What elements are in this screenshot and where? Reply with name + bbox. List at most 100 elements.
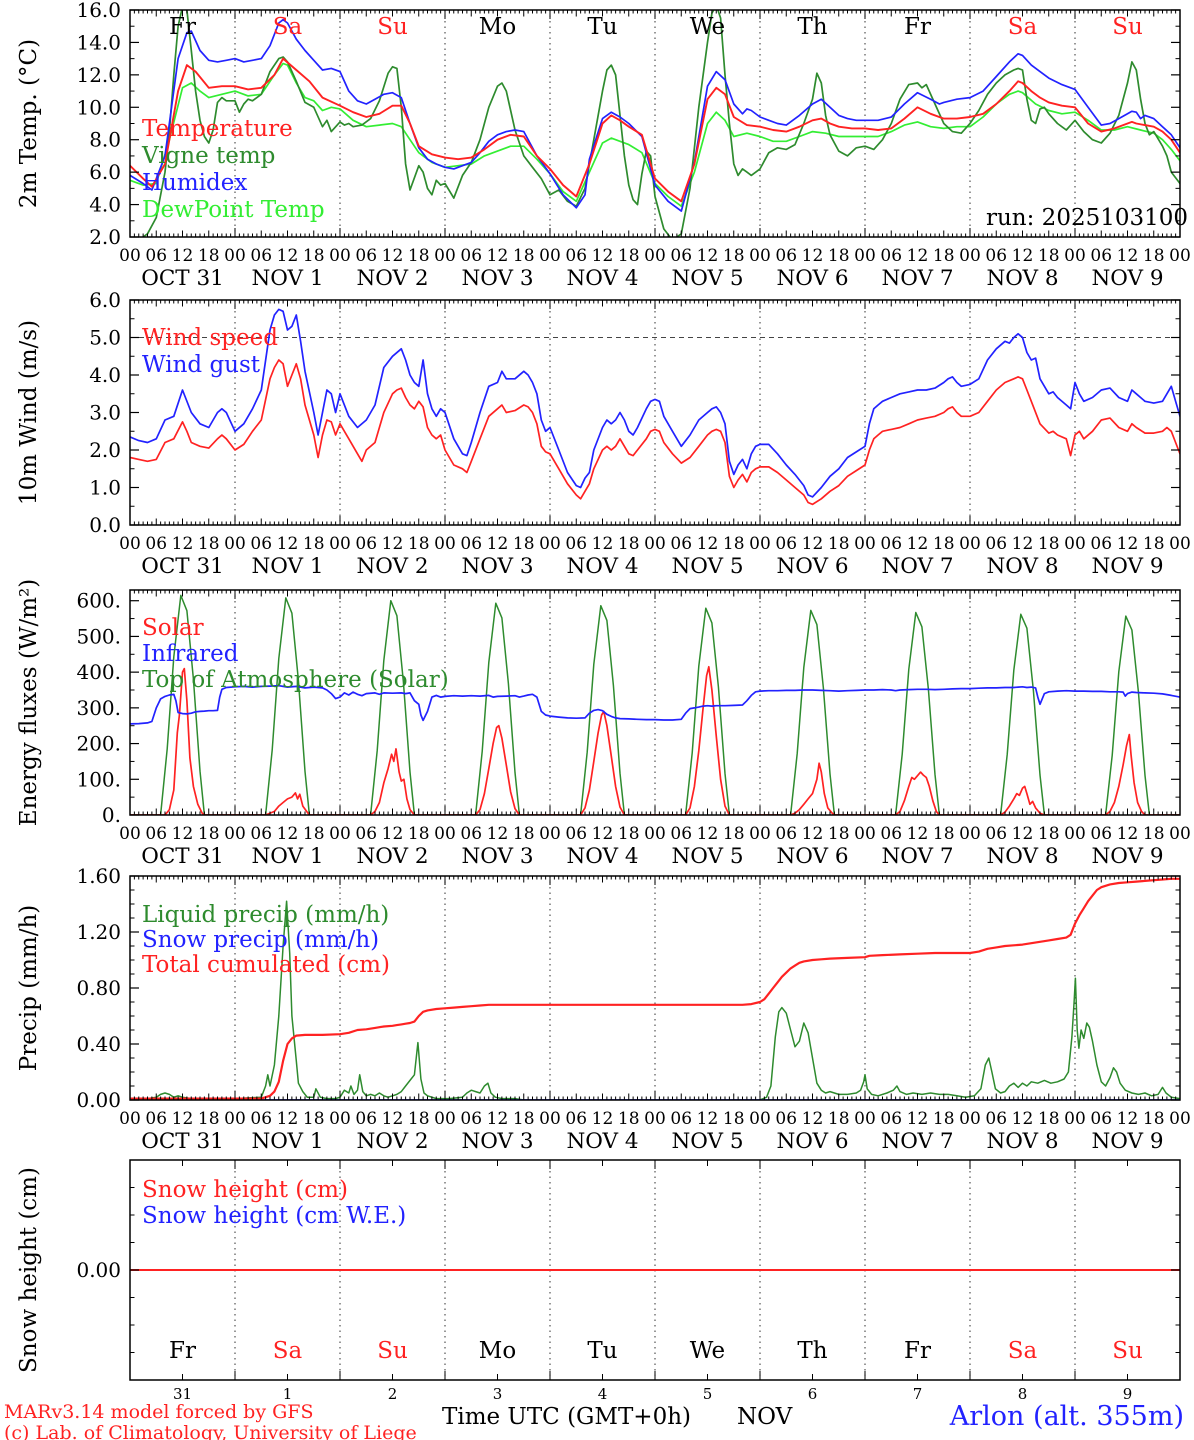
hour-tick-label: 00 [959,246,981,266]
hour-tick-label: 18 [1038,824,1060,844]
hour-tick-label: 00 [1169,824,1191,844]
hour-tick-label: 12 [172,534,194,554]
date-label: NOV 9 [1091,844,1163,869]
hour-tick-label: 12 [487,246,509,266]
hour-tick-label: 06 [1090,534,1112,554]
hour-tick-label: 12 [907,246,929,266]
hour-tick-label: 12 [277,824,299,844]
hour-tick-label: 12 [802,534,824,554]
x-ticks [133,590,1177,815]
hour-tick-label: 06 [775,824,797,844]
date-label: NOV 2 [356,1129,428,1154]
date-label: NOV 4 [566,266,638,291]
legend-snow-height-cm: Snow height (cm) [142,1177,348,1203]
date-label: NOV 5 [671,266,743,291]
series-liquid-precip-line [130,900,1180,1100]
hour-tick-label: 18 [408,1109,430,1129]
hour-tick-label: 06 [250,824,272,844]
hour-tick-label: 18 [933,824,955,844]
date-label: NOV 4 [566,1129,638,1154]
hour-tick-label: 18 [198,246,220,266]
month-label: NOV [737,1404,793,1430]
hour-tick-label: 06 [880,824,902,844]
lab-credit-line: (c) Lab. of Climatology, University of L… [4,1422,417,1440]
hour-tick-label: 06 [460,1109,482,1129]
hour-tick-label: 18 [303,246,325,266]
y-tick-label: 2.0 [89,225,121,249]
axis-label-temperature: 2m Temp. (°C) [16,39,42,208]
hour-tick-label: 06 [670,534,692,554]
hour-tick-label: 06 [145,1109,167,1129]
date-label: NOV 8 [986,266,1058,291]
hour-tick-label: 18 [828,246,850,266]
hour-tick-label: 00 [959,824,981,844]
date-label: NOV 9 [1091,266,1163,291]
hour-tick-label: 12 [1117,246,1139,266]
date-label: NOV 6 [776,1129,848,1154]
hour-tick-label: 00 [329,1109,351,1129]
hour-tick-label: 18 [618,824,640,844]
hour-tick-label: 00 [1064,534,1086,554]
hour-tick-label: 00 [539,246,561,266]
day-number-label: 3 [493,1385,503,1403]
day-name-label: Tu [587,14,617,40]
hour-tick-label: 00 [749,534,771,554]
hour-tick-label: 12 [487,824,509,844]
hour-tick-label: 18 [618,1109,640,1129]
hour-tick-label: 12 [487,534,509,554]
hour-tick-label: 00 [539,824,561,844]
legend-temperature: Temperature [142,116,293,142]
hour-tick-label: 00 [119,246,141,266]
hour-tick-label: 06 [985,534,1007,554]
axis-label-snow-height: Snow height (cm) [16,1167,42,1373]
axis-label-energy-flux: Energy fluxes (W/m²) [16,579,42,826]
hour-tick-label: 12 [592,534,614,554]
y-tick-label: 0.00 [76,1088,121,1112]
day-number-label: 5 [703,1385,713,1403]
hour-tick-label: 06 [250,1109,272,1129]
day-name-label: Su [1112,1338,1143,1364]
hour-tick-label: 00 [854,824,876,844]
y-tick-label: 0.80 [76,976,121,1000]
hour-tick-label: 12 [802,1109,824,1129]
hour-tick-label: 06 [565,534,587,554]
hour-tick-label: 06 [775,246,797,266]
station-label: Arlon (alt. 355m) [949,1401,1184,1432]
hour-tick-label: 06 [775,534,797,554]
date-label: NOV 8 [986,844,1058,869]
hour-tick-label: 06 [355,1109,377,1129]
hour-tick-label: 00 [854,246,876,266]
series-wind-gust-line [130,308,1180,498]
day-name-label: Su [377,1338,408,1364]
day-name-label: We [690,1338,725,1364]
date-label: NOV 5 [671,554,743,579]
legend-wind-gust: Wind gust [142,352,261,378]
hour-tick-label: 00 [224,246,246,266]
legend-liquid-precip-mm-h: Liquid precip (mm/h) [142,902,389,928]
hour-tick-label: 18 [303,1109,325,1129]
hour-tick-label: 06 [670,1109,692,1129]
hour-tick-label: 18 [408,534,430,554]
hour-tick-label: 12 [1012,824,1034,844]
series-total-cumulated-line [130,877,1180,1100]
legend-infrared: Infrared [142,641,239,667]
date-label: OCT 31 [141,1129,224,1154]
day-name-label: Fr [904,14,931,40]
hour-tick-label: 00 [329,246,351,266]
hour-tick-label: 00 [1064,824,1086,844]
day-name-label: Fr [169,1338,196,1364]
date-label: NOV 7 [881,844,953,869]
hour-tick-label: 06 [1090,246,1112,266]
hour-tick-label: 18 [1143,534,1165,554]
hour-tick-label: 18 [618,246,640,266]
y-tick-label: 1.20 [76,920,121,944]
y-ticks: 0.0 1.0 2.0 3.0 4.0 5.0 6.0 [89,288,1180,537]
hour-tick-label: 12 [697,534,719,554]
day-name-label: Sa [273,1338,303,1364]
y-tick-label: 0.40 [76,1032,121,1056]
legend-humidex: Humidex [142,170,247,196]
hour-tick-label: 00 [644,824,666,844]
hour-tick-label: 18 [618,534,640,554]
date-label: NOV 3 [461,844,533,869]
day-name-label: Su [1112,14,1143,40]
